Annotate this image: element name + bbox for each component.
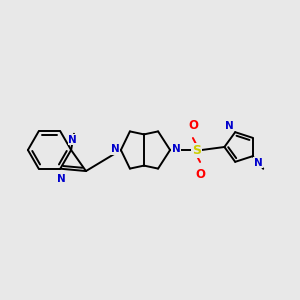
Text: O: O bbox=[188, 119, 198, 132]
Text: N: N bbox=[111, 144, 119, 154]
Text: O: O bbox=[195, 168, 205, 181]
Text: N: N bbox=[172, 144, 180, 154]
Text: S: S bbox=[192, 143, 201, 157]
Text: N: N bbox=[225, 121, 234, 131]
Text: N: N bbox=[57, 174, 66, 184]
Text: N: N bbox=[254, 158, 263, 168]
Text: N: N bbox=[68, 135, 77, 145]
